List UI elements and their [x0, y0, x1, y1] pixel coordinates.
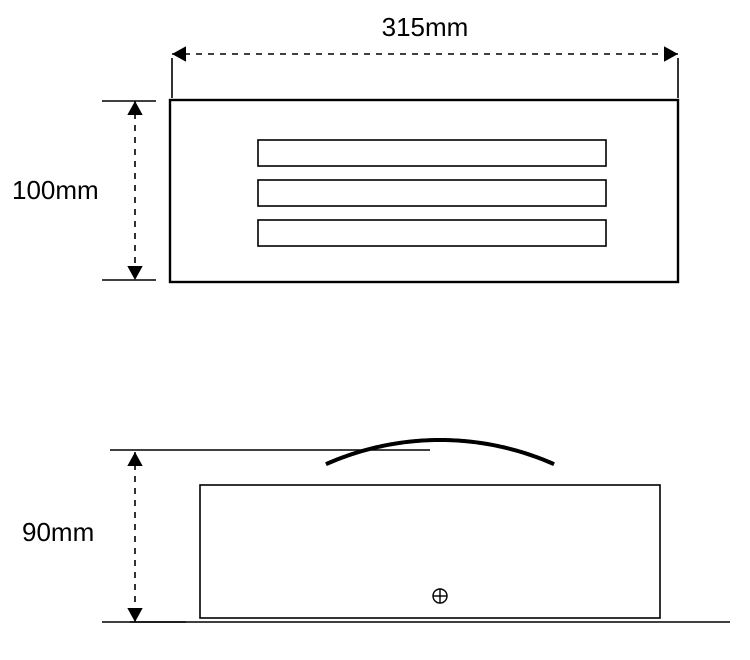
dim-depth-label: 90mm	[22, 517, 94, 547]
dim-height-label: 100mm	[12, 175, 99, 205]
arrowhead-icon	[127, 101, 142, 115]
arrowhead-icon	[127, 452, 142, 466]
side-arc	[326, 440, 554, 464]
front-slot-1	[258, 180, 606, 206]
arrowhead-icon	[127, 608, 142, 622]
dim-width-label: 315mm	[382, 12, 469, 42]
front-slot-2	[258, 220, 606, 246]
arrowhead-icon	[127, 266, 142, 280]
arrowhead-icon	[172, 46, 186, 61]
front-outline	[170, 100, 678, 282]
side-inner-rect	[200, 485, 660, 618]
arrowhead-icon	[664, 46, 678, 61]
front-slot-0	[258, 140, 606, 166]
